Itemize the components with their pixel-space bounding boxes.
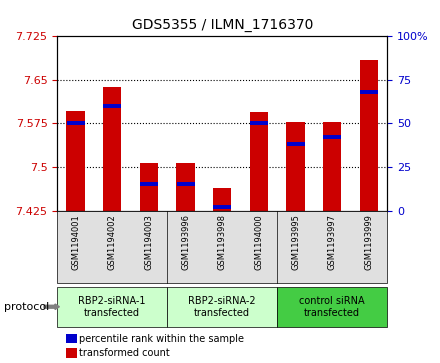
Bar (103, 87, 121, 211)
Bar (286, 142, 304, 146)
Bar (213, 205, 231, 209)
Bar (66, 121, 84, 126)
Text: RBP2-siRNA-2
transfected: RBP2-siRNA-2 transfected (188, 296, 256, 318)
Text: GSM1193999: GSM1193999 (364, 214, 374, 270)
Text: percentile rank within the sample: percentile rank within the sample (79, 334, 244, 344)
Bar (250, 113, 268, 211)
Text: GSM1193997: GSM1193997 (328, 214, 337, 270)
Bar (140, 163, 158, 211)
Text: RBP2-siRNA-1
transfected: RBP2-siRNA-1 transfected (78, 296, 146, 318)
Bar (323, 135, 341, 139)
Bar (360, 60, 378, 211)
Bar (286, 122, 305, 211)
Bar (176, 163, 195, 211)
Bar (176, 182, 194, 187)
Bar (66, 111, 85, 211)
Bar (250, 121, 268, 126)
Text: control siRNA
transfected: control siRNA transfected (299, 296, 365, 318)
Title: GDS5355 / ILMN_1716370: GDS5355 / ILMN_1716370 (132, 19, 313, 33)
Text: GSM1193996: GSM1193996 (181, 214, 190, 270)
Bar (140, 182, 158, 187)
Text: protocol: protocol (4, 302, 50, 312)
Bar (213, 188, 231, 211)
Text: transformed count: transformed count (79, 348, 170, 358)
Text: GSM1194002: GSM1194002 (108, 214, 117, 270)
Text: GSM1193995: GSM1193995 (291, 214, 300, 270)
Text: GSM1194001: GSM1194001 (71, 214, 80, 270)
Bar (103, 104, 121, 108)
Bar (323, 122, 341, 211)
Text: GSM1193998: GSM1193998 (218, 214, 227, 270)
Bar (360, 90, 378, 94)
Text: GSM1194000: GSM1194000 (254, 214, 264, 270)
Text: GSM1194003: GSM1194003 (144, 214, 154, 270)
